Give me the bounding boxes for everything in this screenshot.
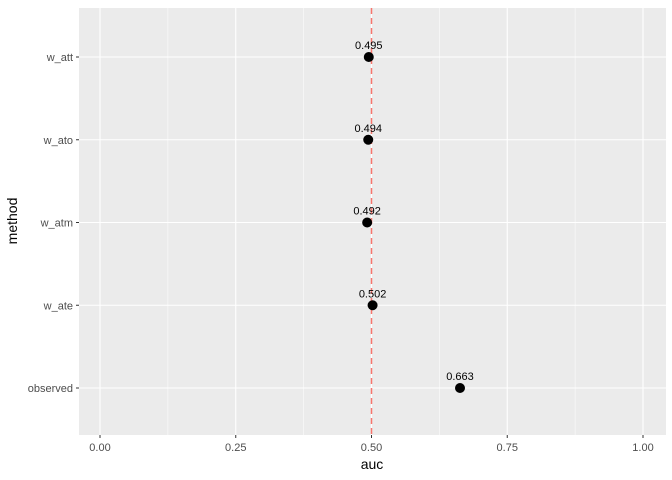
data-point (362, 217, 373, 228)
plot-panel (79, 8, 666, 435)
data-label: 0.494 (354, 123, 382, 135)
y-tick-label: observed (28, 383, 73, 395)
x-tick-label: 0.00 (89, 442, 110, 454)
data-label: 0.663 (446, 371, 474, 383)
data-point (455, 383, 466, 393)
y-tick-label: w_atm (40, 218, 73, 230)
y-axis-title: method (4, 198, 20, 245)
data-label: 0.492 (353, 206, 381, 218)
y-tick-label: w_ate (43, 300, 73, 312)
x-tick-label: 0.75 (497, 442, 518, 454)
x-tick-label: 1.00 (632, 442, 653, 454)
x-tick-label: 0.50 (361, 442, 382, 454)
x-axis-title: auc (361, 456, 384, 472)
data-point (363, 52, 374, 62)
y-tick-label: w_att (46, 52, 73, 64)
data-label: 0.495 (355, 40, 383, 52)
data-point (363, 134, 374, 145)
x-tick-label: 0.25 (225, 442, 246, 454)
y-tick-label: w_ato (43, 135, 73, 147)
data-label: 0.502 (359, 288, 387, 300)
data-point (367, 300, 378, 311)
